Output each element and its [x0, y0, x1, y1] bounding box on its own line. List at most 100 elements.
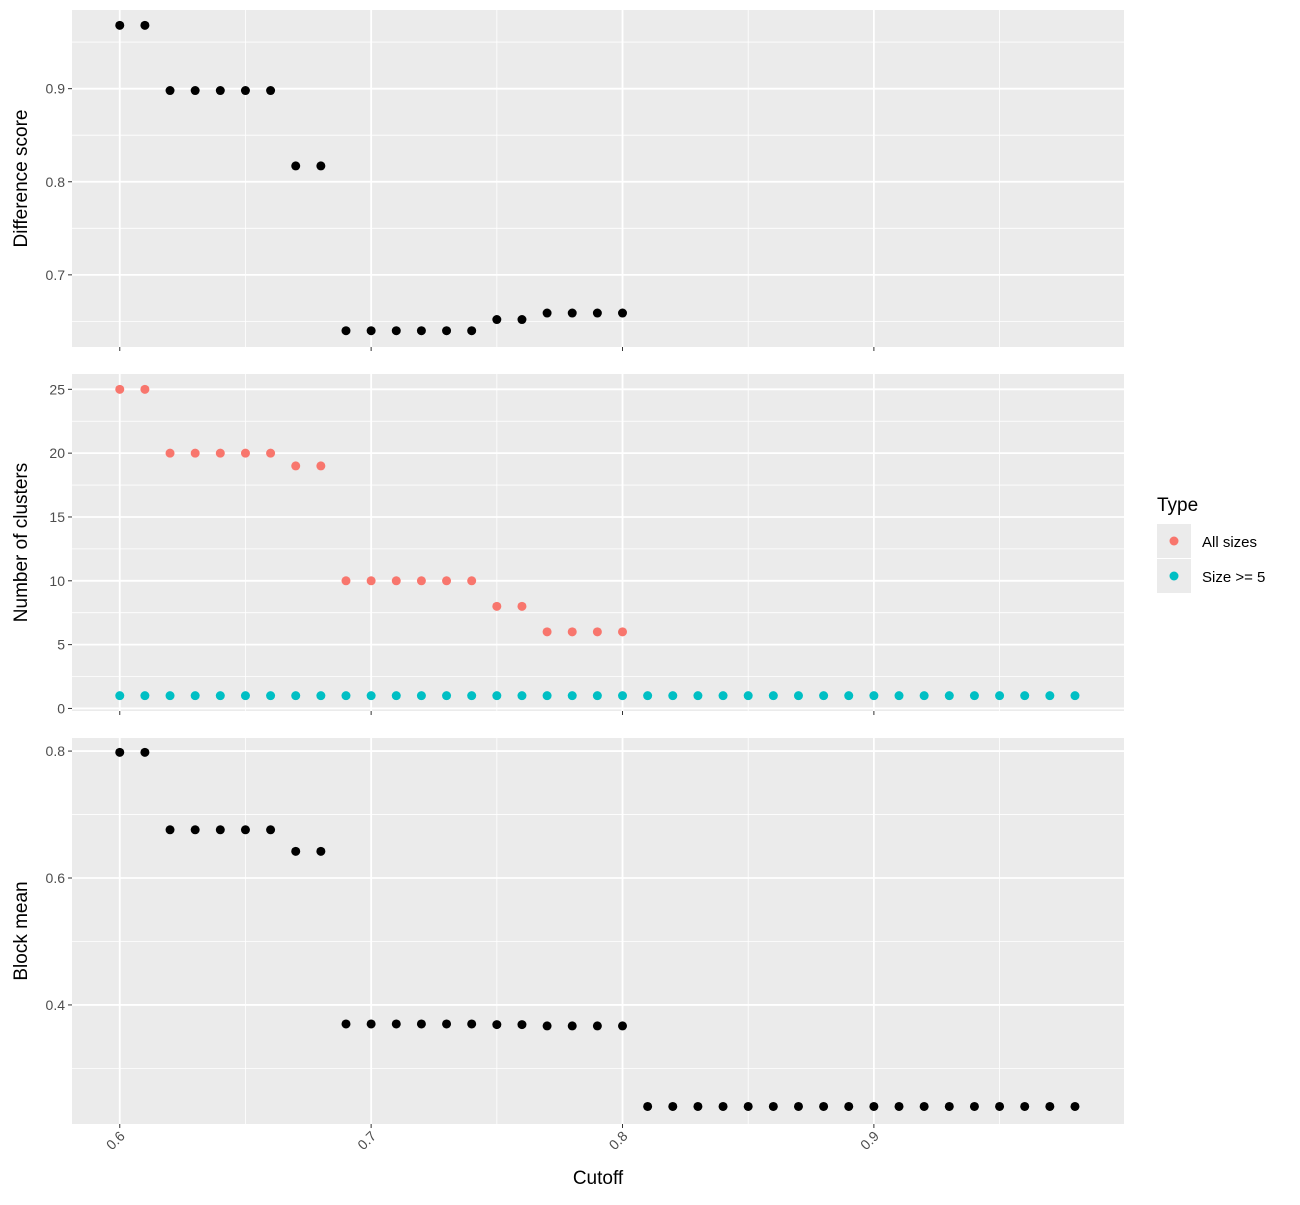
data-point: [1020, 1101, 1030, 1111]
data-point: [115, 691, 125, 701]
data-point: [517, 315, 527, 325]
data-point: [240, 691, 250, 701]
data-point: [140, 691, 150, 701]
data-point: [668, 1101, 678, 1111]
data-point: [643, 691, 653, 701]
data-point: [542, 308, 552, 318]
data-point: [266, 691, 276, 701]
data-point: [165, 86, 175, 96]
data-point: [366, 576, 376, 586]
data-point: [467, 1019, 477, 1029]
data-point: [291, 461, 301, 471]
data-point: [291, 161, 301, 171]
y-tick-label: 0.9: [46, 81, 66, 97]
data-point: [492, 601, 502, 611]
panel-background: [72, 10, 1124, 347]
y-tick-label: 0.8: [46, 174, 66, 190]
data-point: [492, 1020, 502, 1030]
data-point: [643, 1101, 653, 1111]
data-point: [190, 86, 200, 96]
data-point: [768, 1101, 778, 1111]
data-point: [517, 1020, 527, 1030]
data-point: [115, 384, 125, 394]
data-point: [944, 1101, 954, 1111]
data-point: [1070, 691, 1080, 701]
legend-marker-all-sizes: [1169, 536, 1179, 546]
data-point: [341, 576, 351, 586]
data-point: [341, 326, 351, 336]
data-point: [567, 691, 577, 701]
data-point: [165, 825, 175, 835]
data-point: [316, 691, 326, 701]
data-point: [567, 627, 577, 637]
legend-title: Type: [1157, 495, 1198, 516]
data-point: [718, 691, 728, 701]
panels: 0.7 0.8 0.9 Difference score 0 5 10 15 20 25 Numbe…: [11, 10, 1124, 1153]
data-point: [467, 691, 477, 701]
data-point: [115, 20, 125, 30]
data-point: [215, 86, 225, 96]
data-point: [266, 825, 276, 835]
data-point: [140, 384, 150, 394]
data-point: [240, 86, 250, 96]
data-point: [391, 576, 401, 586]
data-point: [442, 326, 452, 336]
data-point: [969, 691, 979, 701]
y-tick-label: 0.6: [46, 870, 66, 886]
data-point: [291, 846, 301, 856]
y-tick-label: 5: [57, 637, 65, 653]
data-point: [215, 691, 225, 701]
data-point: [442, 576, 452, 586]
data-point: [442, 1019, 452, 1029]
data-point: [819, 691, 829, 701]
data-point: [919, 691, 929, 701]
data-point: [190, 448, 200, 458]
data-point: [190, 691, 200, 701]
data-point: [190, 825, 200, 835]
data-point: [693, 1101, 703, 1111]
y-tick-label: 0.7: [46, 267, 66, 283]
data-point: [618, 1021, 628, 1031]
data-point: [869, 691, 879, 701]
y-axis-title: Difference score: [11, 110, 32, 248]
legend-label-size-ge-5: Size >= 5: [1202, 569, 1265, 586]
data-point: [542, 1021, 552, 1031]
data-point: [366, 1019, 376, 1029]
data-point: [919, 1101, 929, 1111]
data-point: [844, 1101, 854, 1111]
data-point: [618, 308, 628, 318]
data-point: [467, 326, 477, 336]
data-point: [266, 86, 276, 96]
panel-1: 0.7 0.8 0.9 Difference score: [11, 10, 1124, 351]
data-point: [165, 448, 175, 458]
panel-background: [72, 738, 1124, 1124]
data-point: [542, 691, 552, 701]
data-point: [793, 1101, 803, 1111]
data-point: [542, 627, 552, 637]
data-point: [416, 326, 426, 336]
data-point: [517, 691, 527, 701]
data-point: [391, 326, 401, 336]
data-point: [316, 461, 326, 471]
data-point: [1020, 691, 1030, 701]
data-point: [442, 691, 452, 701]
data-point: [743, 691, 753, 701]
data-point: [618, 691, 628, 701]
y-tick-label: 0.4: [46, 997, 66, 1013]
data-point: [743, 1101, 753, 1111]
data-point: [467, 576, 477, 586]
data-point: [517, 601, 527, 611]
data-point: [341, 691, 351, 701]
panel-2: 0 5 10 15 20 25 Number of clusters: [11, 374, 1124, 716]
data-point: [291, 691, 301, 701]
data-point: [240, 448, 250, 458]
data-point: [618, 627, 628, 637]
data-point: [768, 691, 778, 701]
data-point: [592, 1021, 602, 1031]
data-point: [894, 1101, 904, 1111]
data-point: [391, 691, 401, 701]
data-point: [793, 691, 803, 701]
data-point: [316, 161, 326, 171]
data-point: [492, 315, 502, 325]
